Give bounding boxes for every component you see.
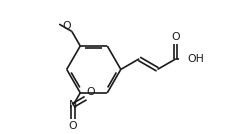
- Text: O: O: [69, 121, 77, 131]
- Text: N: N: [69, 100, 77, 111]
- Text: O: O: [62, 21, 71, 31]
- Text: O: O: [172, 32, 180, 42]
- Text: O: O: [86, 87, 95, 97]
- Text: OH: OH: [188, 54, 205, 64]
